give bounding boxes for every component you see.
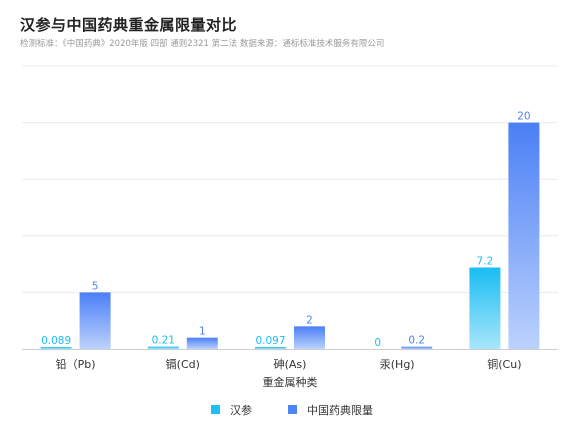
bar-hanshen[interactable]: [255, 347, 286, 349]
bar-pharmacopoeia-limit[interactable]: [79, 292, 111, 349]
data-label: 0.097: [255, 335, 285, 347]
x-axis-title: 重金属种类: [263, 375, 318, 389]
data-label: 2: [306, 314, 313, 326]
x-tick-label: 铜(Cu): [487, 357, 521, 371]
bar-pharmacopoeia-limit[interactable]: [294, 326, 325, 349]
legend-swatch: [288, 405, 297, 414]
bar-pharmacopoeia-limit[interactable]: [401, 346, 433, 349]
x-tick-label: 砷(As): [274, 358, 307, 371]
legend-label: 中国药典限量: [307, 403, 373, 417]
bar-hanshen[interactable]: [469, 267, 501, 349]
data-label: 0: [374, 337, 381, 349]
data-label: 0.2: [408, 335, 425, 347]
bar-hanshen[interactable]: [40, 347, 72, 349]
chart-title: 汉参与中国药典重金属限量对比: [20, 16, 238, 34]
legend-item[interactable]: 中国药典限量: [288, 403, 373, 417]
x-tick-labels: 铅（Pb) 镉(Cd) 砷(As) 汞(Hg) 铜(Cu): [56, 357, 522, 371]
legend[interactable]: 汉参 中国药典限量: [211, 403, 373, 417]
x-tick-label: 铅（Pb): [56, 357, 96, 371]
x-tick-label: 镉(Cd): [166, 357, 200, 371]
bar-hanshen[interactable]: [147, 346, 179, 349]
chart-subtitle: 检测标准：《中国药典》2020年版 四部 通则2321 第二法 数据来源：通标标…: [20, 39, 385, 49]
bar-pharmacopoeia-limit[interactable]: [508, 122, 540, 349]
grid-lines: [22, 65, 558, 293]
data-label: 7.2: [477, 255, 494, 267]
data-label: 0.089: [41, 335, 71, 347]
legend-label: 汉参: [230, 403, 252, 417]
bar-pharmacopoeia-limit[interactable]: [186, 337, 218, 349]
data-label: 0.21: [152, 335, 175, 347]
legend-item[interactable]: 汉参: [211, 403, 252, 417]
data-label: 5: [92, 280, 99, 292]
legend-swatch: [211, 405, 220, 414]
data-label: 1: [199, 326, 206, 338]
x-tick-label: 汞(Hg): [380, 358, 415, 371]
data-label: 20: [517, 111, 530, 123]
bars: [40, 122, 540, 349]
